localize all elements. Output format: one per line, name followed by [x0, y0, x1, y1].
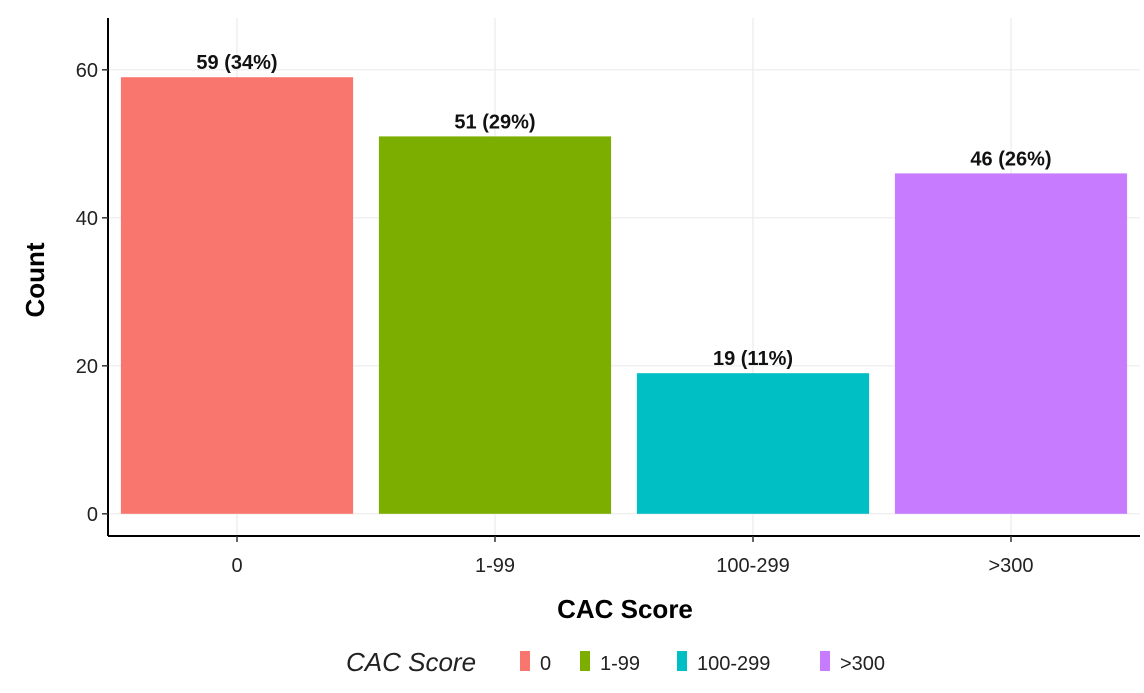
axes [102, 18, 1140, 542]
legend-label: 0 [540, 653, 551, 675]
bar [636, 373, 870, 514]
y-axis-title: Count [20, 242, 50, 317]
data-labels: 59 (34%) 51 (29%) 19 (11%) 46 (26%) [196, 52, 1051, 370]
y-tick-label: 0 [87, 504, 98, 526]
legend-swatch [520, 651, 530, 671]
legend-swatch [580, 651, 590, 671]
legend-title: CAC Score [346, 647, 476, 677]
bars [120, 77, 1128, 514]
y-tick-label: 60 [76, 60, 98, 82]
x-tick-label: >300 [988, 555, 1033, 577]
x-tick-label: 100-299 [716, 555, 789, 577]
bar-data-label: 19 (11%) [713, 348, 793, 370]
bar-data-label: 59 (34%) [196, 52, 277, 74]
legend-label: >300 [840, 653, 885, 675]
legend-swatch [677, 651, 687, 671]
x-tick-labels: 0 1-99 100-299 >300 [231, 555, 1033, 577]
x-axis-title: CAC Score [557, 594, 693, 624]
bar-data-label: 51 (29%) [454, 111, 535, 133]
y-tick-label: 40 [76, 208, 98, 230]
x-tick-label: 1-99 [475, 555, 515, 577]
bar [894, 173, 1128, 514]
legend: CAC Score 0 1-99 100-299 >300 [346, 647, 885, 677]
x-tick-label: 0 [231, 555, 242, 577]
legend-label: 100-299 [697, 653, 770, 675]
bar [120, 77, 354, 514]
legend-swatch [820, 651, 830, 671]
bar [378, 136, 612, 514]
legend-label: 1-99 [600, 653, 640, 675]
y-tick-labels: 0 20 40 60 [76, 60, 98, 526]
y-tick-label: 20 [76, 356, 98, 378]
bar-data-label: 46 (26%) [970, 148, 1051, 170]
